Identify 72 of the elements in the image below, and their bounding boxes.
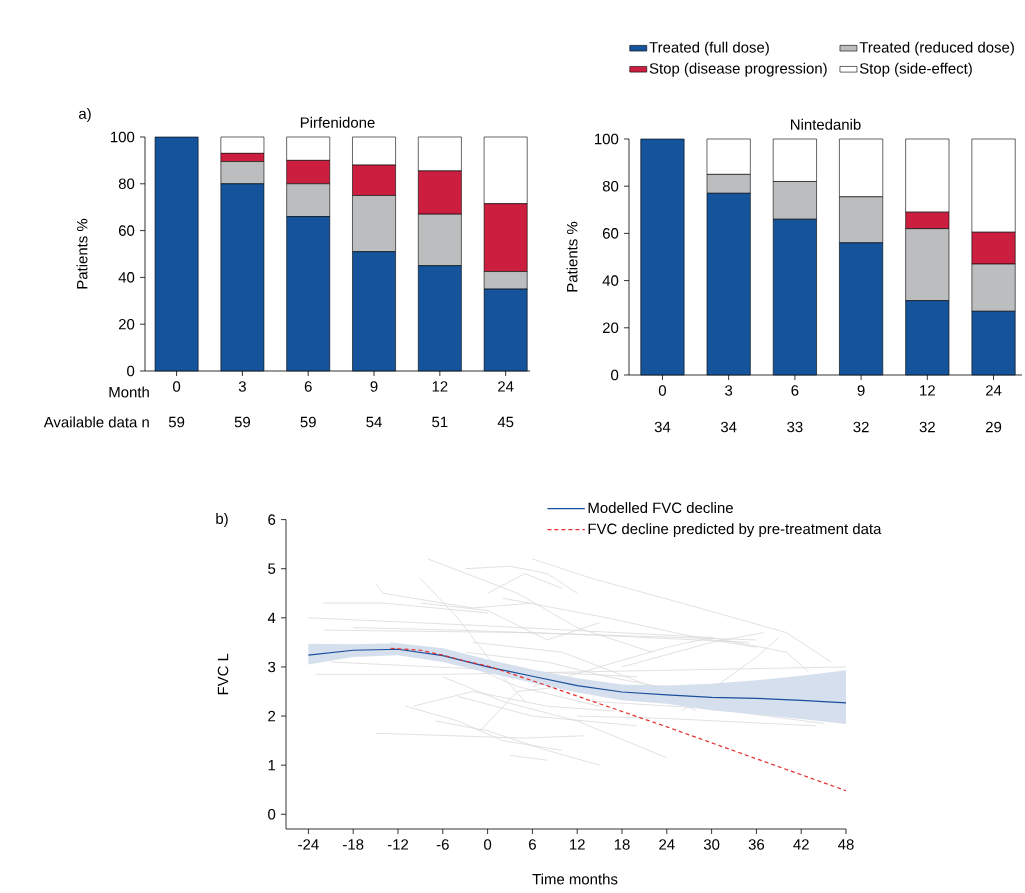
y-tick-label: 20 <box>118 318 135 330</box>
chart-title: Nintedanib <box>791 118 861 130</box>
x-tick-label: 0 <box>658 385 667 396</box>
x-tick-label: 24 <box>659 839 675 850</box>
legend-label: Modelled FVC decline <box>588 502 733 514</box>
x-tick-label: -18 <box>343 839 364 850</box>
y-tick-label: 4 <box>267 612 276 623</box>
x-axis-title: Time months <box>532 873 618 885</box>
y-tick-label: 0 <box>268 808 276 820</box>
x-tick-label: 6 <box>791 385 799 396</box>
text: a) <box>79 108 91 122</box>
y-tick-label: 0 <box>127 365 135 377</box>
x-axis-title: Month <box>109 386 149 398</box>
y-tick-label: 80 <box>118 178 135 190</box>
text: b) <box>216 513 228 527</box>
y-tick-label: 60 <box>602 228 619 239</box>
x-tick-label: 36 <box>748 839 765 850</box>
x-tick-label: 0 <box>173 381 181 392</box>
x-tick-label: 18 <box>614 839 630 850</box>
legend-label: Treated (reduced dose) <box>859 41 1014 56</box>
x-tick-label: 42 <box>793 839 809 850</box>
legend-label: FVC decline predicted by pre-treatment data <box>588 523 882 538</box>
x-tick-label: 12 <box>920 385 935 396</box>
x-tick-label: 24 <box>985 385 1002 396</box>
text: 33 <box>787 421 803 433</box>
text: 45 <box>497 416 514 428</box>
text: 54 <box>366 416 382 428</box>
y-tick-label: 0 <box>611 369 619 381</box>
x-tick-label: 3 <box>238 381 246 392</box>
x-tick-label: 30 <box>703 839 720 850</box>
y-tick-label: 1 <box>268 760 276 771</box>
x-tick-label: 48 <box>838 839 854 850</box>
x-tick-label: 9 <box>857 385 865 396</box>
text: 51 <box>432 416 448 428</box>
x-tick-label: -12 <box>387 839 409 850</box>
y-tick-label: 6 <box>268 514 276 525</box>
y-tick-label: 40 <box>602 275 619 286</box>
y-tick-label: 5 <box>268 563 276 574</box>
x-tick-label: 3 <box>725 385 733 396</box>
chart-title: Pirfenidone <box>300 116 375 128</box>
y-tick-label: 40 <box>118 272 135 283</box>
x-tick-label: 6 <box>304 381 312 392</box>
text: 59 <box>300 416 316 428</box>
y-tick-label: 2 <box>268 710 276 722</box>
text: Available data n <box>43 416 149 428</box>
legend-label: Stop (side-effect) <box>859 62 972 77</box>
y-tick-label: 3 <box>268 661 276 673</box>
x-tick-label: 6 <box>529 839 536 850</box>
y-tick-label: 100 <box>595 133 619 145</box>
x-tick-label: -24 <box>298 839 319 850</box>
legend-label: Treated (full dose) <box>649 41 769 56</box>
x-tick-label: -6 <box>436 839 449 850</box>
text: 32 <box>919 421 935 433</box>
text: 59 <box>168 416 185 428</box>
x-tick-label: 24 <box>498 381 514 392</box>
legend-label: Stop (disease progression) <box>649 62 827 77</box>
y-axis-title: FVC L <box>217 653 229 695</box>
y-tick-label: 20 <box>602 322 619 334</box>
text: 32 <box>853 421 869 433</box>
text: 34 <box>654 421 671 433</box>
y-axis-title: Patients % <box>566 221 578 292</box>
text: 34 <box>720 421 737 433</box>
y-tick-label: 80 <box>602 180 619 192</box>
x-tick-label: 12 <box>570 839 585 850</box>
text: 59 <box>234 416 250 428</box>
x-tick-label: 9 <box>370 381 378 392</box>
text: 29 <box>985 421 1002 433</box>
y-axis-title: Patients % <box>76 218 88 289</box>
y-tick-label: 60 <box>118 225 135 236</box>
x-tick-label: 0 <box>484 839 492 850</box>
y-tick-label: 100 <box>111 131 135 143</box>
x-tick-label: 12 <box>432 381 448 392</box>
